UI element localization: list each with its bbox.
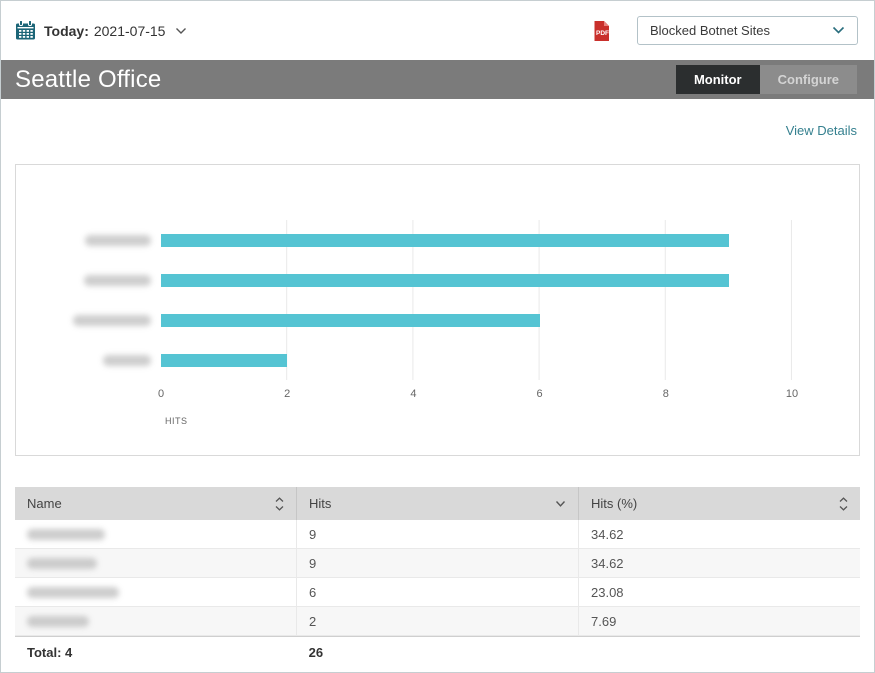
table-total-row: Total: 4 26: [15, 636, 860, 667]
hits-bar-chart-panel: 0 2 4 6 8 10 HITS: [15, 164, 860, 456]
redacted-category-label: [103, 354, 151, 366]
column-header-hits-pct[interactable]: Hits (%): [578, 487, 860, 520]
chart-plot: [161, 220, 792, 380]
chevron-down-icon: [832, 26, 845, 35]
bar-row: [161, 340, 792, 380]
bar-row: [161, 260, 792, 300]
table-row[interactable]: 2 7.69: [15, 607, 860, 636]
hits-table: Name Hits Hits (%) 9: [15, 487, 860, 667]
report-select[interactable]: Blocked Botnet Sites: [637, 16, 858, 45]
monitor-configure-tabs: Monitor Configure: [675, 65, 857, 94]
pdf-export-icon: PDF: [592, 20, 611, 42]
redacted-name-cell: [27, 557, 97, 569]
column-label: Hits (%): [591, 496, 638, 511]
table-row[interactable]: 9 34.62: [15, 549, 860, 578]
sort-both-icon: [839, 496, 848, 511]
hits-pct-cell: 23.08: [578, 578, 860, 606]
bar-row: [161, 220, 792, 260]
hits-bar-0: [161, 233, 729, 247]
table-body: 9 34.62 9 34.62 6 23.08 2 7.69: [15, 520, 860, 636]
tab-monitor[interactable]: Monitor: [675, 65, 760, 94]
export-pdf-button[interactable]: PDF: [592, 20, 611, 42]
toolbar-row: View Details: [1, 99, 874, 164]
view-details-link[interactable]: View Details: [785, 123, 857, 138]
sort-desc-icon: [555, 500, 566, 508]
x-tick: 6: [536, 388, 543, 400]
table-header-row: Name Hits Hits (%): [15, 487, 860, 520]
hits-cell: 9: [296, 549, 578, 577]
hits-pct-cell: 7.69: [578, 607, 860, 635]
bar-row: [161, 300, 792, 340]
hits-bar-1: [161, 273, 729, 287]
column-label: Name: [27, 496, 62, 511]
sort-both-icon: [275, 496, 284, 511]
x-tick: 2: [284, 388, 291, 400]
column-label: Hits: [309, 496, 332, 511]
hits-bar-chart: [16, 220, 792, 380]
selected-date: 2021-07-15: [93, 22, 166, 39]
x-tick: 10: [785, 388, 799, 400]
x-tick: 4: [410, 388, 417, 400]
table-row[interactable]: 9 34.62: [15, 520, 860, 549]
today-label: Today:: [44, 22, 89, 39]
svg-text:PDF: PDF: [596, 30, 609, 37]
x-tick: 0: [157, 388, 165, 400]
redacted-name-cell: [27, 615, 89, 627]
total-label: Total: 4: [27, 644, 73, 660]
page-title: Seattle Office: [15, 65, 162, 93]
x-tick: 8: [662, 388, 669, 400]
redacted-category-label: [84, 274, 151, 286]
device-title-bar: Seattle Office Monitor Configure: [1, 60, 874, 99]
column-header-name[interactable]: Name: [15, 487, 296, 520]
hits-cell: 2: [296, 607, 578, 635]
hits-pct-cell: 34.62: [578, 520, 860, 548]
chevron-down-icon: [175, 27, 187, 35]
x-axis-title: HITS: [165, 416, 188, 426]
hits-pct-cell: 34.62: [578, 549, 860, 577]
report-select-value: Blocked Botnet Sites: [650, 23, 770, 38]
tab-configure[interactable]: Configure: [759, 65, 857, 94]
column-header-hits[interactable]: Hits: [296, 487, 578, 520]
hits-cell: 6: [296, 578, 578, 606]
redacted-category-label: [85, 234, 151, 246]
redacted-name-cell: [27, 586, 119, 598]
total-hits: 26: [308, 644, 324, 660]
date-range-picker[interactable]: Today: 2021-07-15: [15, 20, 187, 41]
hits-bar-3: [161, 353, 288, 367]
hits-cell: 9: [296, 520, 578, 548]
hits-bar-2: [161, 313, 540, 327]
table-row[interactable]: 6 23.08: [15, 578, 860, 607]
top-bar: Today: 2021-07-15 PDF Blocked Botnet Sit…: [1, 1, 874, 60]
redacted-name-cell: [27, 528, 105, 540]
chart-category-labels: [16, 220, 161, 380]
x-axis-ticks: 0 2 4 6 8 10: [157, 388, 798, 406]
redacted-category-label: [73, 314, 151, 326]
calendar-icon: [15, 20, 36, 41]
